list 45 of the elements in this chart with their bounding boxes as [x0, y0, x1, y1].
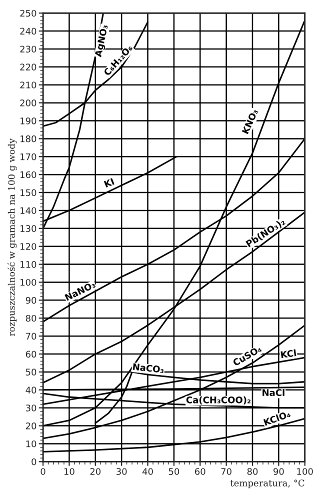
series-label: NaCl — [262, 389, 284, 396]
y-tick-label: 70 — [26, 332, 36, 340]
y-tick-label: 110 — [20, 261, 36, 268]
y-tick-label: 80 — [26, 314, 36, 322]
y-tick-label: 20 — [26, 422, 36, 430]
y-tick-label: 230 — [20, 46, 36, 53]
y-tick-label: 120 — [20, 243, 36, 250]
y-tick-label: 250 — [20, 10, 36, 17]
y-tick-label: 60 — [26, 350, 36, 358]
y-tick-label: 180 — [20, 135, 36, 142]
y-tick-label: 40 — [26, 386, 36, 394]
x-tick-label: 30 — [116, 468, 127, 475]
x-tick-label: 90 — [273, 468, 284, 475]
y-tick-label: 170 — [20, 153, 36, 160]
x-tick-label: 10 — [64, 468, 74, 475]
y-tick-label: 150 — [20, 189, 36, 196]
y-tick-label: 50 — [26, 368, 36, 376]
text: KCl — [280, 349, 296, 358]
y-tick-label: 220 — [20, 64, 36, 70]
y-tick-label: 130 — [20, 225, 36, 232]
x-tick-label: 40 — [142, 468, 153, 475]
y-tick-label: 240 — [20, 28, 36, 35]
text: NaCO₃ — [132, 363, 164, 374]
y-tick-label: 200 — [20, 100, 36, 106]
y-tick-label: 30 — [26, 404, 36, 412]
y-tick-label: 160 — [20, 171, 36, 178]
x-tick-label: 80 — [247, 468, 258, 475]
y-tick-label: 210 — [20, 82, 36, 88]
y-tick-label: 10 — [26, 440, 36, 448]
y-tick-label: 100 — [20, 278, 36, 286]
y-tick-label: 190 — [20, 117, 36, 124]
y-tick-label: 90 — [26, 296, 36, 304]
y-tick-label: 140 — [20, 207, 36, 214]
x-tick-label: 60 — [195, 468, 206, 475]
x-tick-label: 100 — [297, 468, 313, 475]
y-axis-title: rozpuszczalność w gramach na 100 g wody — [8, 138, 17, 336]
x-tick-label: 70 — [221, 468, 232, 475]
x-tick-label: 20 — [90, 468, 101, 475]
x-tick-label: 50 — [168, 468, 180, 475]
text: KClO₄ — [263, 410, 291, 426]
x-tick-label: 0 — [40, 468, 46, 475]
series-label: Ca(CH₃COO)₂ — [186, 396, 250, 404]
x-axis-title: temperatura, °C — [230, 480, 304, 488]
text: KI — [104, 178, 114, 188]
y-tick-label: 0 — [32, 458, 36, 466]
